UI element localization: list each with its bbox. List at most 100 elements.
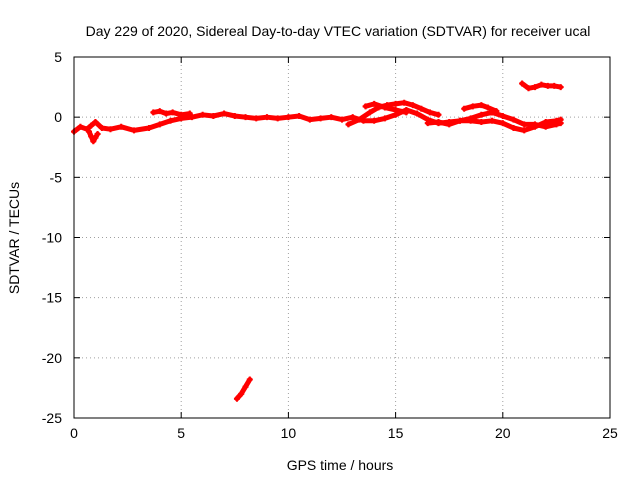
- y-tick-label: -10: [42, 230, 62, 246]
- data-point: [306, 116, 313, 123]
- y-tick-label: -25: [42, 410, 62, 426]
- data-point: [519, 80, 526, 87]
- data-point: [317, 115, 324, 122]
- data-point: [150, 109, 157, 116]
- data-point: [557, 120, 564, 127]
- data-point: [371, 117, 378, 124]
- data-point: [263, 114, 270, 121]
- data-point: [88, 133, 95, 140]
- data-point: [553, 121, 560, 128]
- data-point: [339, 116, 345, 123]
- y-tick-label: 5: [54, 49, 62, 65]
- data-point: [366, 109, 373, 116]
- data-point: [499, 120, 506, 127]
- data-point: [77, 123, 84, 130]
- data-point: [409, 102, 416, 109]
- data-point: [146, 124, 153, 131]
- data-point: [86, 128, 93, 135]
- y-tick-label: -20: [42, 350, 62, 366]
- data-point: [92, 118, 99, 125]
- data-point: [551, 82, 558, 89]
- data-point: [92, 134, 99, 141]
- data-point: [435, 118, 442, 125]
- data-point: [345, 121, 352, 128]
- data-point: [131, 127, 138, 134]
- data-point: [510, 124, 517, 131]
- data-point: [510, 116, 517, 123]
- x-tick-label: 25: [602, 425, 618, 441]
- series-arc-low: [234, 377, 253, 402]
- data-point: [199, 111, 206, 118]
- data-point: [499, 112, 506, 119]
- data-point: [163, 110, 170, 117]
- data-point: [186, 110, 193, 117]
- data-point: [246, 376, 253, 383]
- data-point: [242, 383, 249, 390]
- chart-title: Day 229 of 2020, Sidereal Day-to-day VTE…: [86, 23, 591, 39]
- data-point: [446, 121, 453, 128]
- data-point: [167, 117, 174, 124]
- data-point: [356, 116, 363, 123]
- data-point: [381, 115, 388, 122]
- data-point: [531, 121, 538, 128]
- data-point: [493, 108, 500, 115]
- x-tick-label: 15: [388, 425, 404, 441]
- data-point: [188, 114, 195, 121]
- data-point: [521, 121, 528, 128]
- data-point: [371, 100, 378, 107]
- data-point: [538, 81, 545, 88]
- data-point: [156, 121, 163, 128]
- x-tick-label: 10: [281, 425, 297, 441]
- x-tick-label: 5: [177, 425, 185, 441]
- data-point: [469, 103, 476, 110]
- data-point: [238, 390, 245, 397]
- data-point: [98, 124, 105, 131]
- data-point: [414, 110, 421, 117]
- data-point: [392, 106, 399, 113]
- data-point: [392, 100, 399, 107]
- data-point: [90, 138, 97, 145]
- data-point: [381, 104, 388, 111]
- data-point: [531, 84, 538, 91]
- y-axis-label: SDTVAR / TECUs: [6, 182, 22, 294]
- x-tick-label: 0: [70, 425, 78, 441]
- data-point: [403, 109, 410, 116]
- x-tick-label: 20: [495, 425, 511, 441]
- data-layer: [71, 80, 564, 402]
- data-point: [349, 114, 356, 121]
- data-point: [296, 112, 303, 119]
- data-point: [274, 115, 281, 122]
- data-point: [544, 82, 551, 89]
- data-point: [424, 120, 431, 127]
- data-point: [521, 127, 528, 134]
- data-point: [94, 131, 101, 138]
- x-axis-label: GPS time / hours: [287, 457, 394, 473]
- tick-layer: 0 5 10 15 20 25 5 0 -5 -10 -15 -20 -25: [42, 49, 618, 441]
- data-point: [169, 109, 176, 116]
- data-point: [328, 114, 335, 121]
- data-point: [426, 109, 433, 116]
- y-tick-label: 0: [54, 109, 62, 125]
- data-point: [484, 104, 491, 111]
- y-tick-label: -5: [50, 169, 63, 185]
- data-point: [478, 111, 485, 118]
- data-point: [435, 111, 442, 118]
- data-point: [467, 115, 474, 122]
- data-point: [418, 105, 425, 112]
- data-point: [362, 103, 369, 110]
- data-point: [285, 114, 292, 121]
- data-point: [525, 85, 532, 92]
- data-point: [478, 102, 485, 109]
- data-point: [88, 122, 95, 129]
- data-point: [178, 111, 185, 118]
- data-point: [456, 117, 463, 124]
- data-point: [221, 110, 228, 117]
- data-point: [557, 84, 564, 91]
- data-point: [461, 105, 468, 112]
- data-point: [107, 126, 114, 133]
- data-point: [231, 112, 238, 119]
- data-point: [118, 123, 125, 130]
- data-point: [542, 123, 549, 130]
